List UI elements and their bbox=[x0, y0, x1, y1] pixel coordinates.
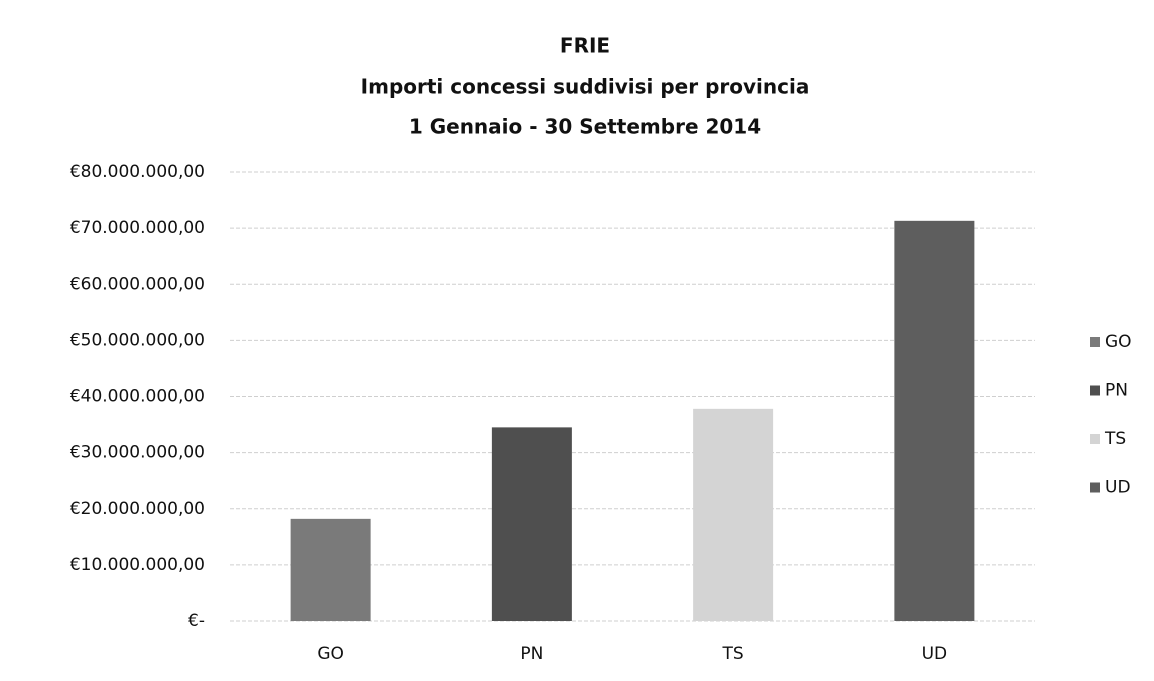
legend-swatch bbox=[1090, 434, 1100, 444]
y-tick-label: €60.000.000,00 bbox=[70, 274, 205, 294]
chart-subtitle: 1 Gennaio - 30 Settembre 2014 bbox=[409, 115, 761, 139]
y-tick-label: €70.000.000,00 bbox=[70, 218, 205, 238]
legend-label: PN bbox=[1105, 381, 1128, 401]
x-tick-label: TS bbox=[722, 644, 744, 664]
y-tick-label: €20.000.000,00 bbox=[70, 499, 205, 519]
bar bbox=[894, 220, 975, 622]
legend-swatch bbox=[1090, 337, 1100, 347]
bar bbox=[290, 518, 371, 621]
x-tick-label: UD bbox=[922, 644, 948, 664]
y-tick-label: €40.000.000,00 bbox=[70, 387, 205, 407]
legend-label: GO bbox=[1105, 332, 1132, 352]
chart-subtitle: Importi concessi suddivisi per provincia bbox=[361, 75, 810, 99]
x-tick-label: GO bbox=[317, 644, 344, 664]
chart-title: FRIE bbox=[560, 34, 610, 58]
x-tick-label: PN bbox=[520, 644, 543, 664]
y-tick-label: €80.000.000,00 bbox=[70, 162, 205, 182]
legend-swatch bbox=[1090, 482, 1100, 493]
legend-swatch bbox=[1090, 385, 1100, 396]
legend-label: UD bbox=[1105, 478, 1131, 498]
legend-label: TS bbox=[1104, 429, 1126, 449]
y-tick-label: €10.000.000,00 bbox=[70, 555, 205, 575]
y-tick-label: €50.000.000,00 bbox=[70, 330, 205, 350]
bar bbox=[491, 427, 572, 621]
y-tick-label: €30.000.000,00 bbox=[70, 443, 205, 463]
bar bbox=[693, 408, 774, 621]
y-tick-label: €- bbox=[188, 611, 205, 631]
